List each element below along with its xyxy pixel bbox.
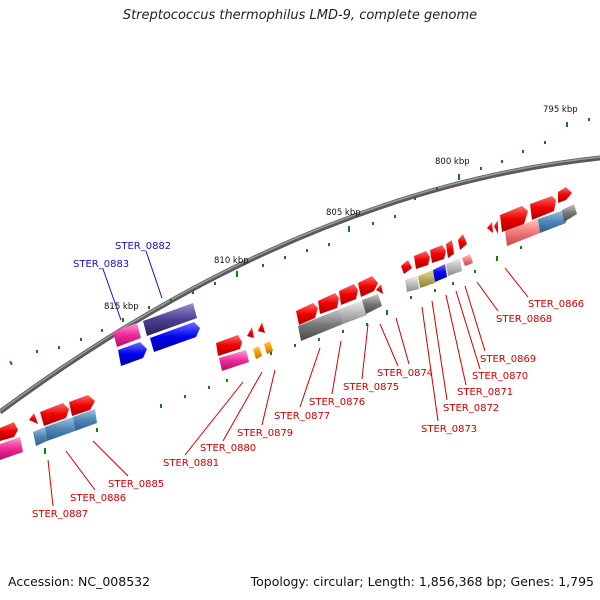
scale-label-805: 805 kbp — [326, 208, 361, 218]
gene-labels: STER_0866 STER_0868 STER_0869 STER_0870 … — [32, 241, 584, 520]
gene-block[interactable] — [405, 276, 419, 292]
gene-block[interactable] — [143, 303, 197, 336]
gene-label[interactable]: STER_0885 — [108, 479, 164, 490]
gene-label[interactable]: STER_0868 — [496, 314, 552, 325]
gene-block[interactable] — [433, 264, 447, 282]
gene-arrow[interactable] — [430, 245, 446, 263]
gene-label[interactable]: STER_0874 — [377, 368, 433, 379]
gene-label[interactable]: STER_0869 — [480, 354, 536, 365]
scale-label-800: 800 kbp — [435, 157, 470, 167]
gene-label[interactable]: STER_0870 — [472, 371, 528, 382]
gene-arrow[interactable] — [401, 260, 412, 274]
gene-block[interactable] — [446, 258, 462, 276]
gene-arrow[interactable] — [69, 395, 95, 416]
gene-arrow[interactable] — [29, 413, 38, 424]
scale-label-795: 795 kbp — [543, 105, 578, 115]
gene-arrow[interactable] — [40, 403, 69, 426]
gene-block[interactable] — [253, 346, 262, 359]
gene-block[interactable] — [45, 417, 75, 441]
gene-label[interactable]: STER_0872 — [443, 403, 499, 414]
gene-block[interactable] — [219, 350, 249, 371]
gene-block[interactable] — [113, 323, 141, 347]
inner-scale-ticks — [44, 246, 522, 454]
gene-block[interactable] — [118, 342, 147, 366]
accession-label: Accession: NC_008532 — [8, 574, 151, 589]
genome-summary: Topology: circular; Length: 1,856,368 bp… — [250, 574, 594, 589]
gene-arrow[interactable] — [446, 240, 454, 258]
gene-label-blue[interactable]: STER_0882 — [115, 241, 171, 252]
gene-block[interactable] — [0, 437, 23, 460]
map-title: Streptococcus thermophilus LMD-9, comple… — [122, 8, 478, 23]
gene-block[interactable] — [538, 210, 566, 233]
label-leader-lines — [47, 267, 529, 507]
gene-label[interactable]: STER_0881 — [163, 458, 219, 469]
scale-label-810: 810 kbp — [214, 256, 249, 266]
gene-block[interactable] — [462, 254, 473, 266]
forward-strand-genes — [0, 187, 572, 441]
gene-arrow[interactable] — [0, 422, 18, 441]
gene-label[interactable]: STER_0871 — [457, 387, 513, 398]
gene-block[interactable] — [562, 204, 577, 222]
gene-block[interactable] — [340, 300, 367, 324]
gene-arrow[interactable] — [296, 303, 318, 325]
gene-arrow[interactable] — [358, 276, 378, 297]
gene-label[interactable]: STER_0873 — [421, 424, 477, 435]
gene-arrow[interactable] — [216, 335, 242, 356]
gene-label[interactable]: STER_0875 — [343, 382, 399, 393]
gene-block[interactable] — [33, 427, 47, 446]
gene-label[interactable]: STER_0880 — [200, 443, 256, 454]
gene-arrow[interactable] — [487, 222, 493, 233]
genome-backbone-highlight — [0, 156, 600, 412]
gene-arrow[interactable] — [500, 206, 528, 232]
gene-block[interactable] — [150, 322, 200, 352]
colored-gene-blocks — [0, 204, 577, 460]
gene-arrow[interactable] — [530, 196, 556, 220]
gene-label[interactable]: STER_0886 — [70, 493, 126, 504]
genome-backbone — [0, 155, 600, 415]
gene-arrow[interactable] — [339, 284, 358, 305]
gene-arrow[interactable] — [458, 234, 467, 250]
gene-arrow[interactable] — [318, 293, 339, 314]
gene-block[interactable] — [418, 270, 435, 288]
gene-label[interactable]: STER_0866 — [528, 299, 584, 310]
gene-arrow[interactable] — [376, 284, 383, 294]
gene-label[interactable]: STER_0879 — [237, 428, 293, 439]
label-leader-lines-blue — [102, 250, 163, 321]
gene-arrow[interactable] — [494, 220, 498, 234]
gene-block[interactable] — [362, 294, 382, 314]
gene-label[interactable]: STER_0877 — [274, 411, 330, 422]
scale-label-815: 815 kbp — [104, 302, 139, 312]
outer-scale-ticks — [9, 118, 590, 366]
gene-block[interactable] — [264, 341, 273, 354]
gene-arrow[interactable] — [247, 327, 254, 338]
gene-arrow[interactable] — [558, 187, 572, 203]
gene-label[interactable]: STER_0887 — [32, 509, 88, 520]
gene-arrow[interactable] — [414, 251, 430, 269]
gene-arrow[interactable] — [258, 322, 265, 333]
gene-block[interactable] — [73, 409, 97, 431]
gene-label-blue[interactable]: STER_0883 — [73, 259, 129, 270]
gene-label[interactable]: STER_0876 — [309, 397, 365, 408]
gene-block[interactable] — [298, 309, 343, 341]
gene-block[interactable] — [505, 219, 540, 246]
